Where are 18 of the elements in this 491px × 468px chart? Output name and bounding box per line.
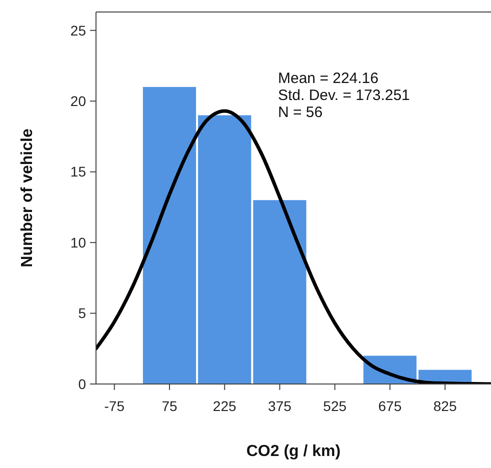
y-tick-label: 15 [70, 164, 86, 180]
x-tick-label: 825 [433, 398, 457, 414]
y-tick-label: 25 [70, 22, 86, 38]
x-tick-label: 525 [323, 398, 347, 414]
x-tick-label: -75 [104, 398, 125, 414]
x-axis-title: CO2 (g / km) [246, 443, 341, 460]
annotation: Mean = 224.16 [278, 70, 378, 87]
annotation: N = 56 [278, 104, 323, 121]
y-tick-label: 10 [70, 234, 86, 250]
y-axis-title: Number of vehicle [19, 128, 36, 268]
y-tick-label: 5 [78, 305, 86, 322]
x-tick-label: 675 [378, 398, 402, 414]
x-tick-label: 225 [212, 398, 236, 414]
y-tick-label: 0 [78, 376, 86, 392]
y-tick-label: 20 [70, 93, 86, 110]
x-tick-label: 75 [162, 398, 178, 414]
annotation: Std. Dev. = 173.251 [278, 87, 410, 104]
x-tick-label: 375 [268, 398, 292, 414]
